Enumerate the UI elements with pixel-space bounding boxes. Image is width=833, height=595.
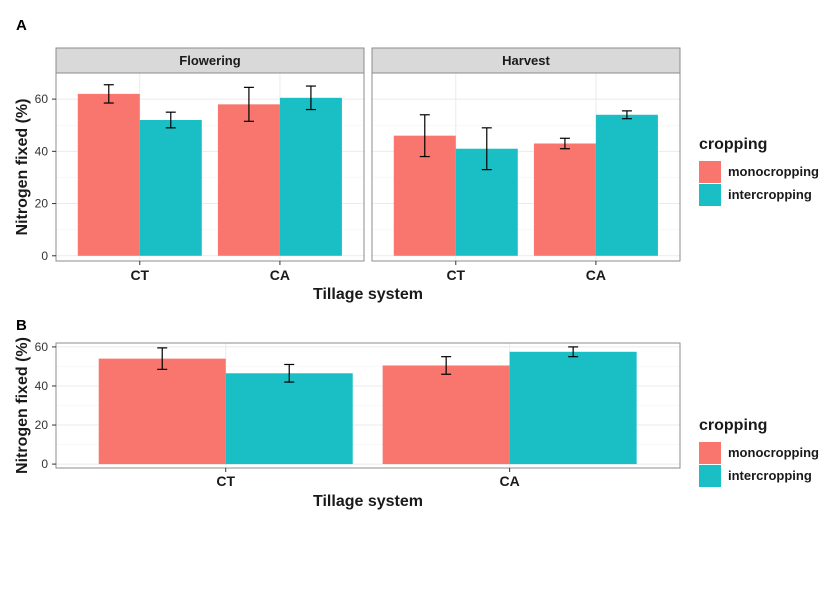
y-tick-label: 60: [35, 340, 49, 354]
panel-border: [371, 72, 681, 262]
legend-label-monocropping: monocropping: [728, 445, 819, 460]
bar-b-monocropping-ct: [98, 358, 226, 465]
legend-key-monocropping: [699, 161, 721, 183]
legend-label-monocropping: monocropping: [728, 164, 819, 179]
x-tick-label-ct: CT: [446, 267, 465, 283]
y-axis-title: Nitrogen fixed (%): [14, 99, 31, 236]
y-tick-label: 0: [41, 249, 48, 263]
x-tick-label-ca: CA: [270, 267, 290, 283]
legend-title: cropping: [699, 136, 767, 153]
bar-a-harvest-intercropping-ca: [595, 114, 658, 256]
y-axis-title: Nitrogen fixed (%): [14, 337, 31, 474]
panel-b-label: B: [16, 317, 27, 334]
panel-border: [55, 342, 681, 469]
y-tick-label: 40: [35, 379, 49, 393]
y-tick-label: 0: [41, 457, 48, 471]
facet-strip: [371, 47, 681, 74]
bar-a-flowering-intercropping-ct: [139, 120, 202, 256]
x-axis-title: Tillage system: [313, 493, 423, 510]
x-tick-label-ca: CA: [500, 473, 520, 489]
bar-a-flowering-monocropping-ca: [217, 104, 280, 256]
legend-key-intercropping: [699, 184, 721, 206]
bar-b-monocropping-ca: [382, 365, 510, 465]
legend-label-intercropping: intercropping: [728, 468, 812, 483]
legend-title: cropping: [699, 417, 767, 434]
y-tick-label: 60: [35, 92, 49, 106]
bar-b-intercropping-ca: [509, 351, 637, 465]
y-tick-label: 40: [35, 144, 49, 158]
bar-a-flowering-intercropping-ca: [279, 97, 342, 256]
x-tick-label-ct: CT: [130, 267, 149, 283]
legend-key-intercropping: [699, 465, 721, 487]
bar-b-intercropping-ct: [225, 373, 353, 465]
legend-label-intercropping: intercropping: [728, 187, 812, 202]
x-tick-label-ct: CT: [216, 473, 235, 489]
panel-a-label: A: [16, 17, 27, 34]
panel-border: [55, 72, 365, 262]
facet-strip: [55, 47, 365, 74]
facet-label-flowering: Flowering: [179, 53, 240, 68]
x-axis-title: Tillage system: [313, 286, 423, 303]
x-tick-label-ca: CA: [586, 267, 606, 283]
legend-key-monocropping: [699, 442, 721, 464]
bar-a-flowering-monocropping-ct: [77, 93, 140, 256]
y-tick-label: 20: [35, 418, 49, 432]
y-tick-label: 20: [35, 197, 49, 211]
bar-a-harvest-monocropping-ca: [533, 143, 596, 256]
facet-label-harvest: Harvest: [502, 53, 550, 68]
